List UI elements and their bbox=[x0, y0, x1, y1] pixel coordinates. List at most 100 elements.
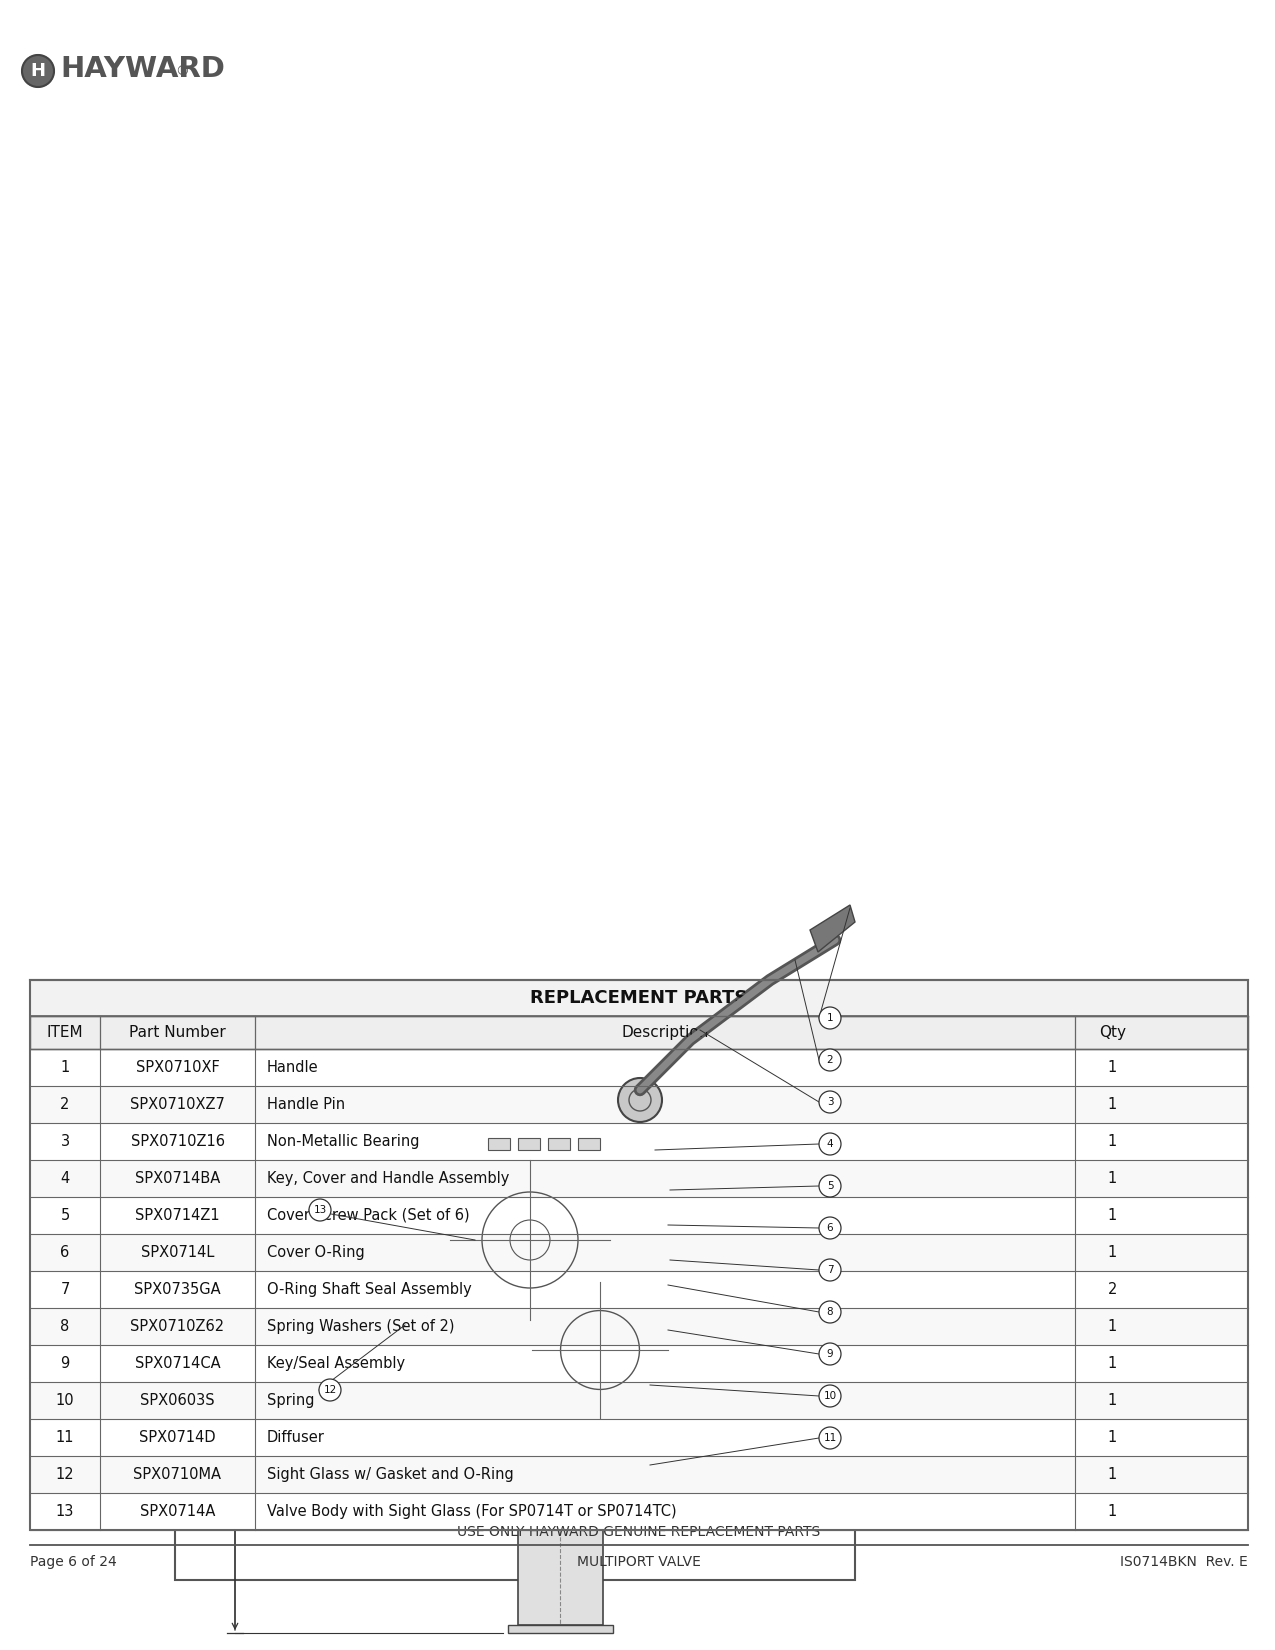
Text: SPX0603S: SPX0603S bbox=[140, 1393, 214, 1407]
Text: Key/Seal Assembly: Key/Seal Assembly bbox=[266, 1356, 405, 1371]
Text: 9.66": 9.66" bbox=[182, 1370, 221, 1384]
Bar bbox=[650, 1406, 680, 1436]
Bar bbox=[430, 1384, 690, 1406]
Text: 1: 1 bbox=[1108, 1431, 1117, 1445]
Text: SPX0710Z62: SPX0710Z62 bbox=[130, 1318, 224, 1333]
Bar bbox=[31, 1383, 1248, 1419]
Bar bbox=[520, 1450, 541, 1475]
Text: 8: 8 bbox=[60, 1318, 70, 1333]
Text: REPLACEMENT PARTS: REPLACEMENT PARTS bbox=[530, 988, 747, 1006]
Bar bbox=[31, 1419, 1248, 1455]
Bar bbox=[479, 1450, 500, 1475]
Text: 9: 9 bbox=[826, 1350, 834, 1360]
Text: USE ONLY HAYWARD GENUINE REPLACEMENT PARTS: USE ONLY HAYWARD GENUINE REPLACEMENT PAR… bbox=[458, 1525, 821, 1539]
Text: 1: 1 bbox=[1108, 1393, 1117, 1407]
Text: 13: 13 bbox=[314, 1204, 326, 1214]
Bar bbox=[548, 1138, 570, 1150]
Polygon shape bbox=[470, 1110, 669, 1155]
Text: 1: 1 bbox=[1108, 1467, 1117, 1482]
Text: 1: 1 bbox=[826, 1013, 834, 1023]
Text: 4: 4 bbox=[60, 1172, 70, 1186]
Text: SPX0714Z1: SPX0714Z1 bbox=[135, 1208, 219, 1223]
Bar bbox=[31, 1086, 1248, 1124]
Text: 5: 5 bbox=[826, 1181, 834, 1191]
Text: 10: 10 bbox=[824, 1391, 836, 1401]
Text: Handle Pin: Handle Pin bbox=[266, 1097, 346, 1112]
Bar bbox=[731, 1170, 760, 1241]
Bar bbox=[31, 1160, 1248, 1196]
Text: SPX0714CA: SPX0714CA bbox=[135, 1356, 221, 1371]
Bar bbox=[666, 1180, 731, 1229]
Circle shape bbox=[309, 1200, 332, 1221]
Text: SPX0714D: SPX0714D bbox=[139, 1431, 215, 1445]
Bar bbox=[31, 1234, 1248, 1270]
Text: 5: 5 bbox=[60, 1208, 70, 1223]
Circle shape bbox=[819, 1384, 842, 1407]
Text: Description: Description bbox=[621, 1025, 709, 1040]
Bar bbox=[640, 1450, 660, 1475]
Bar bbox=[518, 1138, 541, 1150]
Bar bbox=[455, 1155, 666, 1384]
Text: 6: 6 bbox=[826, 1223, 834, 1233]
Bar bbox=[507, 1625, 613, 1634]
Text: SPX0710XZ7: SPX0710XZ7 bbox=[130, 1097, 224, 1112]
Text: SPX0710MA: SPX0710MA bbox=[134, 1467, 222, 1482]
Bar bbox=[400, 1280, 455, 1330]
Circle shape bbox=[618, 1077, 662, 1122]
Text: 1: 1 bbox=[1108, 1208, 1117, 1223]
Text: Spring: Spring bbox=[266, 1393, 315, 1407]
Text: Handle: Handle bbox=[266, 1059, 319, 1076]
Polygon shape bbox=[810, 904, 856, 952]
Text: 12: 12 bbox=[324, 1384, 337, 1394]
Text: SPX0735GA: SPX0735GA bbox=[134, 1282, 221, 1297]
Bar bbox=[560, 1406, 590, 1436]
Text: Non-Metallic Bearing: Non-Metallic Bearing bbox=[266, 1134, 419, 1148]
Text: 10: 10 bbox=[56, 1393, 74, 1407]
Circle shape bbox=[819, 1134, 842, 1155]
Bar bbox=[175, 990, 856, 1581]
Bar bbox=[518, 1525, 603, 1625]
Text: 2: 2 bbox=[826, 1054, 834, 1064]
Circle shape bbox=[319, 1379, 340, 1401]
Text: IS0714BKN  Rev. E: IS0714BKN Rev. E bbox=[1121, 1554, 1248, 1569]
Text: 2: 2 bbox=[1108, 1282, 1117, 1297]
Bar bbox=[31, 1016, 1248, 1049]
Text: SPX0710Z16: SPX0710Z16 bbox=[130, 1134, 224, 1148]
Text: 11: 11 bbox=[824, 1432, 836, 1444]
Text: Cover Screw Pack (Set of 6): Cover Screw Pack (Set of 6) bbox=[266, 1208, 469, 1223]
Bar bbox=[578, 1138, 601, 1150]
Text: 1: 1 bbox=[1108, 1172, 1117, 1186]
Bar bbox=[560, 1450, 580, 1475]
Text: 7: 7 bbox=[826, 1266, 834, 1275]
Text: 13: 13 bbox=[56, 1505, 74, 1520]
Circle shape bbox=[819, 1049, 842, 1071]
Circle shape bbox=[22, 54, 54, 87]
Text: 12: 12 bbox=[56, 1467, 74, 1482]
Bar bbox=[31, 1455, 1248, 1493]
Bar bbox=[31, 1124, 1248, 1160]
Circle shape bbox=[819, 1343, 842, 1365]
Text: Key, Cover and Handle Assembly: Key, Cover and Handle Assembly bbox=[266, 1172, 510, 1186]
Text: 1: 1 bbox=[1108, 1318, 1117, 1333]
Bar bbox=[31, 980, 1248, 1530]
Bar bbox=[450, 1406, 669, 1525]
Text: H: H bbox=[31, 63, 46, 79]
Text: 1: 1 bbox=[1108, 1134, 1117, 1148]
Bar bbox=[515, 1406, 544, 1436]
Text: 1: 1 bbox=[1108, 1505, 1117, 1520]
Bar bbox=[470, 1406, 500, 1436]
Text: 1: 1 bbox=[1108, 1246, 1117, 1261]
Bar bbox=[31, 1345, 1248, 1383]
Text: SPX0710XF: SPX0710XF bbox=[135, 1059, 219, 1076]
Text: 3: 3 bbox=[826, 1097, 834, 1107]
Text: ®: ® bbox=[175, 64, 189, 79]
Text: Spring Washers (Set of 2): Spring Washers (Set of 2) bbox=[266, 1318, 454, 1333]
Text: 6: 6 bbox=[60, 1246, 70, 1261]
Circle shape bbox=[532, 1282, 668, 1417]
Text: 1: 1 bbox=[1108, 1356, 1117, 1371]
Circle shape bbox=[819, 1091, 842, 1114]
Text: 1: 1 bbox=[60, 1059, 70, 1076]
Bar bbox=[31, 1270, 1248, 1308]
Text: 245 mm: 245 mm bbox=[162, 1350, 221, 1365]
Circle shape bbox=[819, 1259, 842, 1280]
